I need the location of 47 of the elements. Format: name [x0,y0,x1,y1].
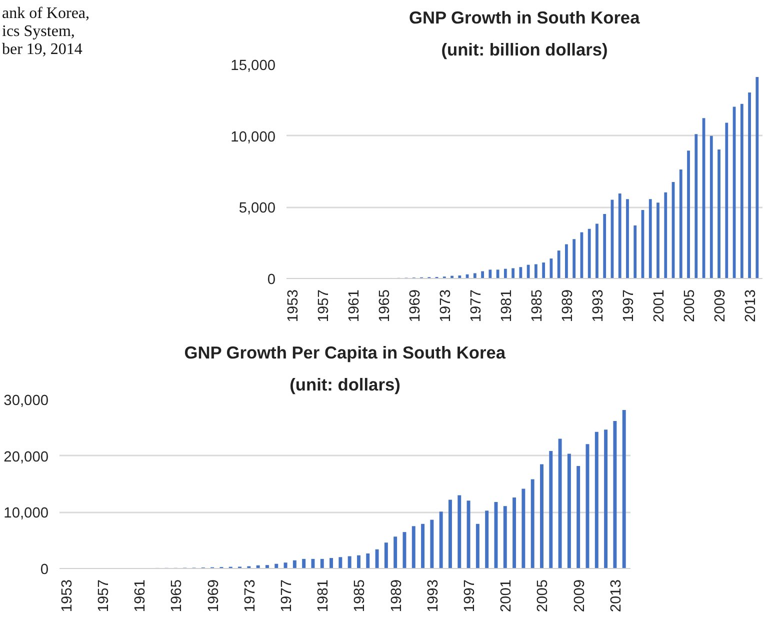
x-tick-label: 1965 [169,579,186,612]
chart-subtitle: (unit: dollars) [290,374,400,394]
y-tick-label: 5,000 [238,200,276,217]
x-tick-label: 1953 [59,579,76,612]
x-tick-label: 2013 [608,579,624,612]
text: ics System, [2,23,75,40]
chart-title: GNP Growth in South Korea [408,8,640,28]
x-tick-label: 1977 [279,579,296,612]
chart-subtitle: (unit: billion dollars) [441,40,608,60]
x-tick-label: 1977 [468,289,484,322]
y-tick-label: 0 [40,562,49,578]
x-tick-label: 1969 [407,289,424,322]
x-tick-label: 2005 [682,289,698,322]
x-tick-label: 1961 [132,579,149,612]
x-tick-label: 1969 [206,579,222,612]
y-tick-label: 30,000 [4,393,48,409]
y-tick-label: 10,000 [4,506,48,522]
x-tick-label: 1997 [620,289,637,322]
x-tick-label: 1957 [316,289,332,322]
text: ank of Korea, [2,5,90,22]
x-tick-label: 1981 [316,579,332,612]
y-tick-label: 10,000 [230,129,276,146]
x-tick-label: 2001 [651,289,668,322]
y-tick-label: 15,000 [230,58,276,74]
x-tick-label: 2009 [572,579,588,612]
chart-title: GNP Growth Per Capita in South Korea [184,342,506,362]
y-tick-label: 0 [267,272,276,288]
x-tick-label: 1953 [285,289,302,322]
x-tick-label: 1985 [352,579,368,612]
x-tick-label: 1997 [462,579,478,612]
x-tick-label: 2001 [498,579,515,612]
x-tick-label: 1989 [388,579,405,612]
x-tick-label: 1965 [376,289,393,322]
x-tick-label: 1985 [529,289,546,322]
x-tick-label: 1957 [96,579,112,612]
x-tick-label: 1989 [560,289,576,322]
x-tick-label: 1993 [590,289,606,322]
x-tick-label: 2009 [712,289,729,322]
x-tick-label: 1973 [438,289,454,322]
x-tick-label: 1961 [346,289,362,322]
x-tick-label: 1993 [425,579,442,612]
x-tick-label: 2013 [743,289,760,322]
text: ber 19, 2014 [2,41,82,58]
y-tick-label: 20,000 [4,449,48,466]
x-tick-label: 1981 [498,289,515,322]
x-tick-label: 2005 [535,579,552,612]
x-tick-label: 1973 [242,579,258,612]
